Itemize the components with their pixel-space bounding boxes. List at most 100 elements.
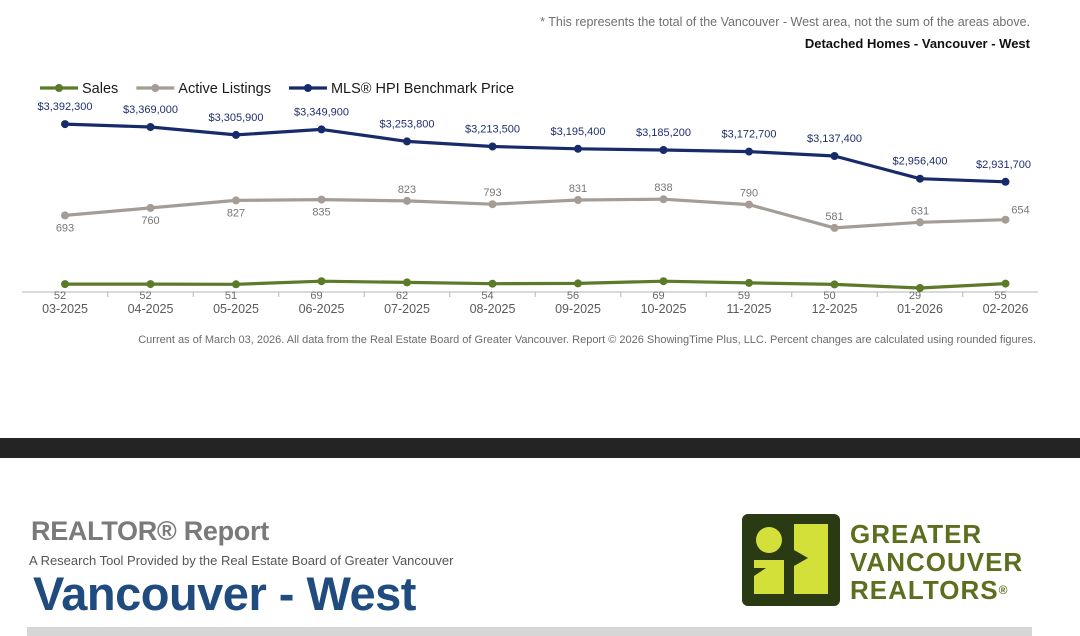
- data-point: [745, 147, 753, 156]
- data-point: [745, 278, 753, 287]
- data-point: [574, 279, 582, 288]
- data-point: [403, 278, 411, 287]
- series-line: [64, 197, 1006, 230]
- x-tick-label: 03-2025: [42, 302, 88, 316]
- data-label: $2,956,400: [892, 156, 947, 168]
- data-label: $3,392,300: [37, 101, 92, 113]
- data-label: 581: [825, 211, 843, 223]
- data-label: 29: [909, 290, 921, 302]
- data-label: 790: [740, 188, 758, 200]
- data-point: [317, 195, 326, 204]
- data-label: 835: [312, 207, 330, 219]
- report-title: REALTOR® Report: [31, 516, 269, 546]
- x-tick-label: 04-2025: [128, 302, 174, 316]
- legend-swatch-dot: [55, 84, 63, 92]
- data-label: 827: [227, 207, 245, 219]
- data-point: [659, 195, 668, 204]
- data-point: [317, 277, 326, 286]
- line-chart: 03-2025 04-2025 05-2025 06-2025 07-2025 08-20…: [22, 81, 1038, 316]
- data-label: 693: [56, 222, 74, 234]
- data-point: [403, 137, 411, 146]
- x-tick-label: 01-2026: [897, 302, 943, 316]
- section-divider: [0, 438, 1080, 458]
- data-label: 62: [396, 290, 408, 302]
- data-label: $3,369,000: [123, 104, 178, 116]
- data-label: 654: [1011, 205, 1029, 217]
- data-label: 51: [225, 290, 237, 302]
- legend-swatch-dot: [151, 84, 160, 92]
- data-label: 59: [738, 290, 750, 302]
- data-label: 69: [652, 290, 664, 302]
- data-label: $3,253,800: [379, 118, 434, 130]
- data-point: [232, 196, 240, 205]
- legend-label: Active Listings: [178, 81, 271, 97]
- series-line: [64, 122, 1006, 184]
- gvr-logo-text: GREATER VANCOUVER REALTORS®: [850, 520, 1023, 604]
- data-label: $3,213,500: [465, 123, 520, 135]
- data-point: [916, 174, 924, 183]
- x-tick-label: 07-2025: [384, 302, 430, 316]
- data-point: [659, 277, 668, 286]
- x-tick-label: 09-2025: [555, 302, 601, 316]
- x-tick-label: 06-2025: [299, 302, 345, 316]
- data-point: [488, 279, 497, 288]
- legend-label: MLS® HPI Benchmark Price: [331, 81, 514, 97]
- data-label: 54: [481, 290, 493, 302]
- data-point: [574, 144, 582, 153]
- data-point: [659, 146, 668, 154]
- data-label: 69: [310, 290, 322, 302]
- logo-line-2: VANCOUVER: [850, 547, 1024, 577]
- x-tick-label: 02-2026: [983, 302, 1029, 316]
- bottom-bar: [27, 627, 1032, 636]
- x-tick-label: 08-2025: [470, 302, 516, 316]
- report-tagline: A Research Tool Provided by the Real Est…: [29, 553, 454, 568]
- x-tick-label: 12-2025: [812, 302, 858, 316]
- legend-swatch-dot: [303, 84, 312, 92]
- data-point: [61, 120, 69, 129]
- data-label: 52: [54, 290, 66, 302]
- data-point: [403, 196, 411, 205]
- data-label: $3,172,700: [721, 129, 776, 141]
- data-label: 631: [911, 205, 929, 217]
- x-tick-label: 05-2025: [213, 302, 259, 316]
- data-point: [488, 200, 497, 209]
- legend-label: Sales: [82, 81, 118, 97]
- data-label: $3,305,900: [208, 112, 263, 124]
- data-footnote: Current as of March 03, 2026. All data f…: [138, 334, 1036, 346]
- logo-line-3: REALTORS®: [850, 576, 1023, 604]
- data-label: $2,931,700: [976, 159, 1031, 171]
- data-point: [61, 211, 69, 220]
- data-point: [146, 280, 155, 289]
- data-label: 55: [994, 290, 1006, 302]
- data-label: 50: [823, 290, 835, 302]
- data-label: $3,137,400: [807, 133, 862, 145]
- data-point: [574, 196, 582, 204]
- data-label: 793: [483, 187, 501, 199]
- data-point: [61, 280, 69, 289]
- x-tick-label: 11-2025: [727, 302, 772, 316]
- data-point: [232, 130, 240, 139]
- data-point: [916, 284, 924, 292]
- data-point: [830, 223, 839, 232]
- data-point: [745, 200, 753, 209]
- gvr-logo-icon: [742, 514, 840, 606]
- data-point: [1001, 177, 1010, 186]
- data-label: 823: [398, 184, 416, 196]
- data-point: [488, 142, 497, 151]
- logo-reg-mark: ®: [998, 583, 1008, 597]
- data-label: 56: [567, 290, 579, 302]
- series-line: [65, 279, 1006, 290]
- logo-line-3-text: REALTORS: [850, 575, 999, 605]
- data-label: 760: [141, 215, 159, 227]
- data-point: [317, 125, 326, 134]
- data-point: [146, 203, 155, 212]
- data-label: $3,195,400: [550, 126, 605, 138]
- chart-note: * This represents the total of the Vanco…: [540, 15, 1030, 29]
- chart-subtitle: Detached Homes - Vancouver - West: [804, 36, 1030, 51]
- data-point: [146, 123, 155, 131]
- data-point: [916, 218, 924, 227]
- data-point: [830, 280, 839, 289]
- data-label: $3,349,900: [294, 106, 349, 118]
- x-tick-label: 10-2025: [641, 302, 687, 316]
- area-name: Vancouver - West: [33, 567, 416, 620]
